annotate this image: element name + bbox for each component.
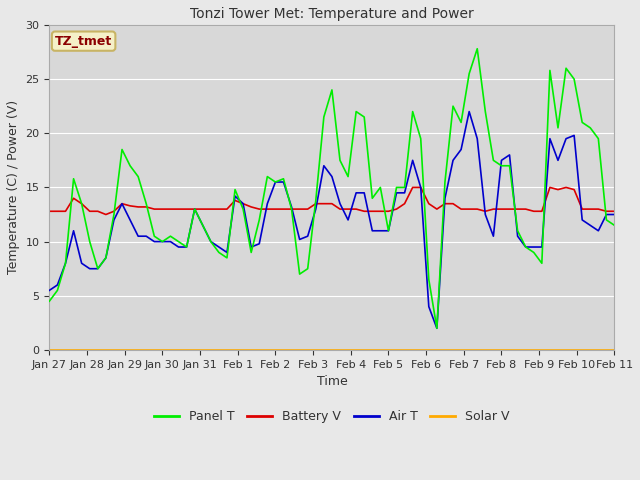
Legend: Panel T, Battery V, Air T, Solar V: Panel T, Battery V, Air T, Solar V <box>149 405 515 428</box>
X-axis label: Time: Time <box>317 375 348 388</box>
Y-axis label: Temperature (C) / Power (V): Temperature (C) / Power (V) <box>7 100 20 275</box>
Text: TZ_tmet: TZ_tmet <box>55 35 112 48</box>
Title: Tonzi Tower Met: Temperature and Power: Tonzi Tower Met: Temperature and Power <box>190 7 474 21</box>
